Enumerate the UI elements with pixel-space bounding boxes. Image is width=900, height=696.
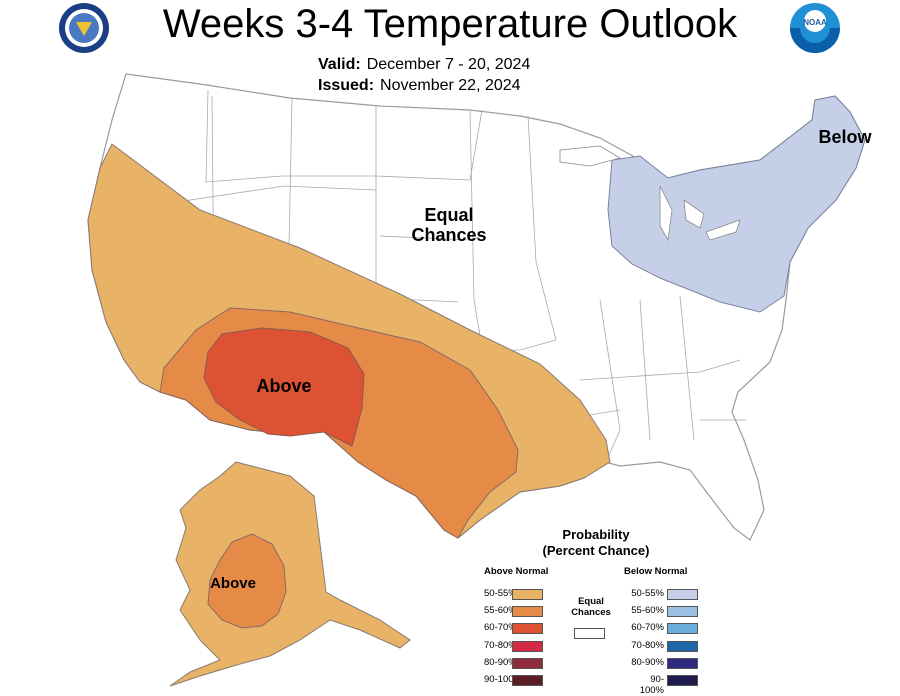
legend-below-swatch <box>667 640 698 652</box>
legend-below-label: 80-90% <box>631 656 664 668</box>
issued-line: Issued: November 22, 2024 <box>318 77 521 95</box>
equal-chances-label: Equal Chances <box>411 205 487 245</box>
valid-value: December 7 - 20, 2024 <box>366 56 531 73</box>
legend-title: Probability (Percent Chance) <box>542 527 650 558</box>
great-lakes <box>559 145 741 242</box>
above-60-70-region <box>203 327 365 447</box>
valid-line: Valid: December 7 - 20, 2024 <box>318 56 530 74</box>
legend-equal-label: Equal Chances <box>571 596 611 618</box>
legend-above-label: 90-100% <box>484 674 523 685</box>
legend-below-label: 50-55% <box>631 588 664 599</box>
legend-above-label: 50-55% <box>484 588 517 599</box>
below-50-55-region <box>607 95 866 313</box>
above-alaska-label: Above <box>210 575 256 592</box>
legend-below-heading: Below Normal <box>624 566 688 577</box>
below-label: Below <box>818 127 872 147</box>
legend-above-swatch <box>512 589 543 600</box>
page-title: Weeks 3-4 Temperature Outlook <box>162 2 738 46</box>
legend-above-swatch <box>512 657 543 669</box>
legend-below-label: 55-60% <box>631 605 664 617</box>
legend-above-label: 60-70% <box>484 622 517 634</box>
legend-below-label: 70-80% <box>631 639 664 651</box>
issued-label: Issued: <box>318 77 375 94</box>
legend-above-swatch <box>512 623 543 635</box>
legend-below-swatch <box>667 589 698 600</box>
commerce-seal-icon <box>59 3 109 53</box>
legend-below-label: 60-70% <box>631 622 664 634</box>
legend-below-swatch <box>667 606 698 618</box>
legend-below-swatch <box>667 657 698 669</box>
above-conus-label: Above <box>256 376 312 396</box>
valid-label: Valid: <box>318 56 361 73</box>
legend-above-label: 80-90% <box>484 656 517 668</box>
legend-below-swatch <box>667 623 698 635</box>
legend-above-swatch <box>512 675 543 686</box>
legend-above-label: 55-60% <box>484 605 517 617</box>
noaa-logo-text: NOAA <box>803 18 827 27</box>
legend-above-swatch <box>512 640 543 652</box>
legend-below-label: 90-100% <box>639 674 664 696</box>
alaska-land <box>169 461 411 687</box>
noaa-logo-icon: NOAA <box>790 3 840 53</box>
legend-below-swatch <box>667 675 698 686</box>
legend-above-heading: Above Normal <box>484 566 549 577</box>
legend-above-label: 70-80% <box>484 639 517 651</box>
alaska-above-55-60-region <box>207 533 287 629</box>
legend-above-swatch <box>512 606 543 618</box>
issued-value: November 22, 2024 <box>380 77 521 94</box>
legend-equal-swatch <box>574 628 605 639</box>
